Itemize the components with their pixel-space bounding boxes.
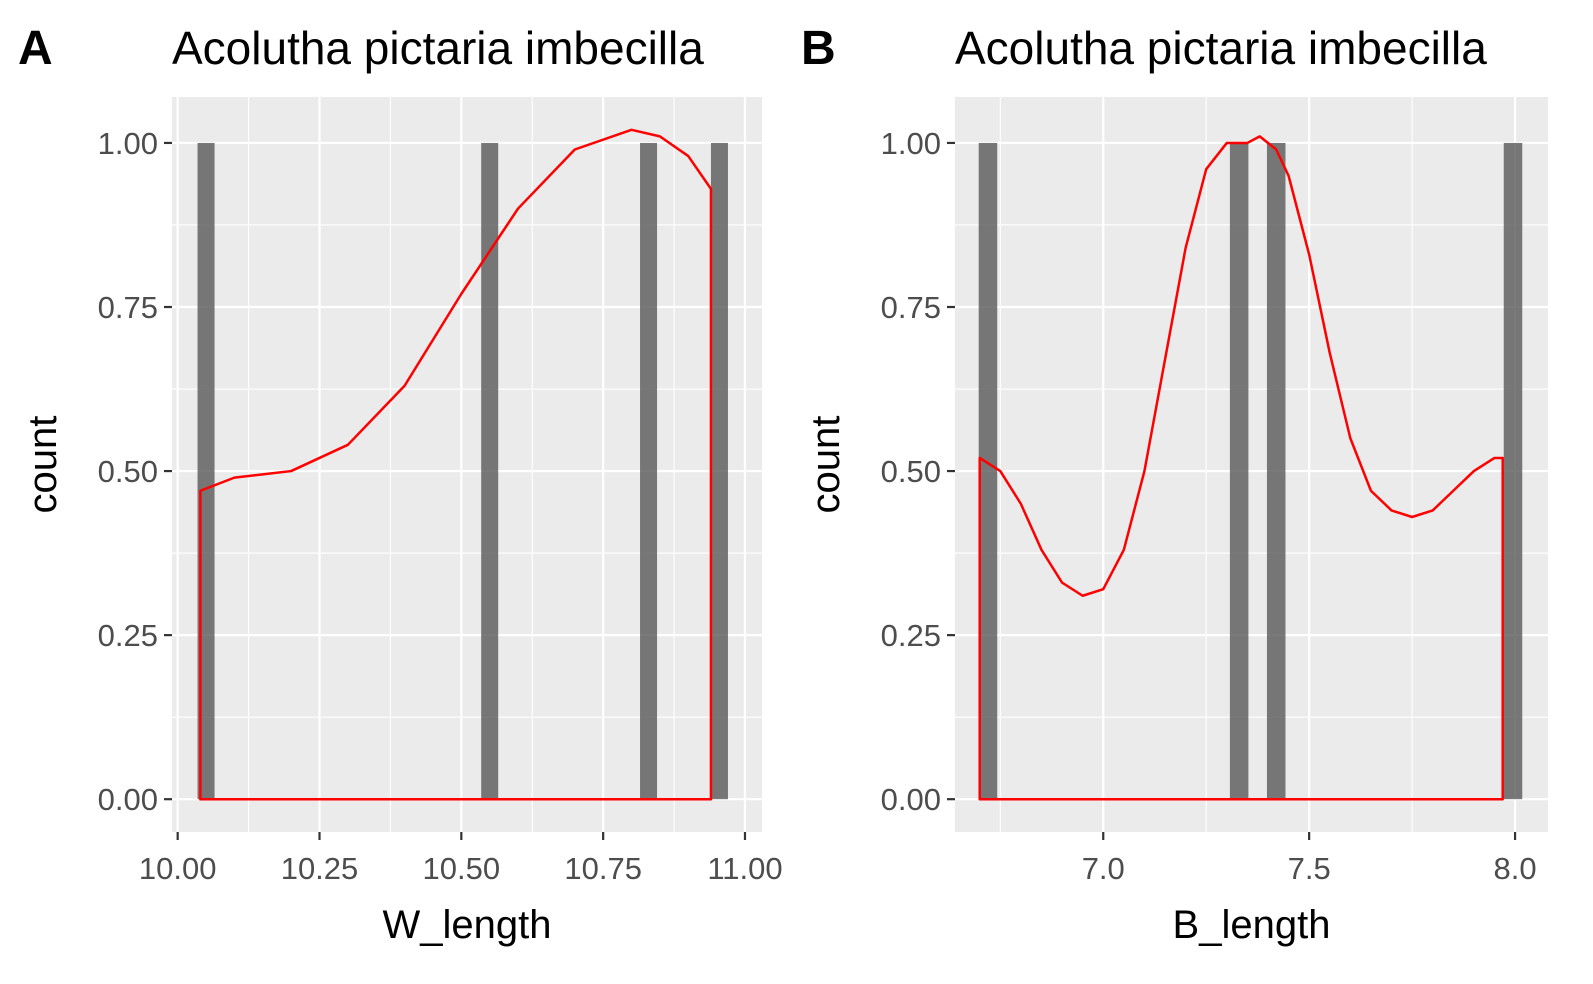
panel-b-letter: B — [801, 22, 836, 75]
panel-a-x-tick-label: 10.75 — [564, 851, 642, 886]
panel-a-y-tick-label: 0.00 — [98, 782, 158, 817]
panel-b-y-tick-label: 0.25 — [881, 618, 941, 653]
panel-a-density-curve — [199, 128, 713, 801]
panel-a-y-tick-label: 1.00 — [98, 126, 158, 161]
panel-b-x-tick-label: 7.0 — [1082, 851, 1125, 886]
panel-a-x-tick-label: 11.00 — [707, 851, 782, 886]
panel-b-y-tick-label: 1.00 — [881, 126, 941, 161]
panel-b: 0.00 0.25 0.50 0.75 1.00 7.0 7.5 8.0 B_length cou… — [801, 22, 1548, 947]
panel-b-density-curve — [978, 135, 1504, 801]
panel-b-bar-3 — [1266, 142, 1286, 800]
panel-b-bar-1 — [978, 142, 998, 800]
panel-a-x-tick-label: 10.00 — [139, 851, 217, 886]
panel-a-y-tick-label: 0.75 — [98, 290, 158, 325]
panel-a: 0.00 0.25 0.50 0.75 1.00 10.00 10.25 10.50 10.75… — [18, 22, 783, 947]
panel-b-background — [955, 97, 1548, 832]
panel-b-title: Acolutha pictaria imbecilla — [955, 22, 1487, 74]
panel-a-bar-3 — [640, 142, 658, 800]
panel-a-letter: A — [18, 22, 53, 75]
panel-a-bar-2 — [481, 142, 499, 800]
panel-a-x-tick-label: 10.25 — [281, 851, 359, 886]
panel-b-bar-2 — [1229, 142, 1249, 800]
panel-a-title: Acolutha pictaria imbecilla — [172, 22, 704, 74]
panel-a-y-axis-title: count — [21, 416, 65, 514]
panel-a-bar-4 — [710, 142, 728, 800]
panel-a-background — [172, 97, 762, 832]
panel-b-x-axis-title: B_length — [1173, 903, 1331, 947]
panel-b-y-tick-label: 0.75 — [881, 290, 941, 325]
panel-b-y-tick-label: 0.00 — [881, 782, 941, 817]
panel-a-x-tick-label: 10.50 — [423, 851, 501, 886]
panel-b-y-axis-title: count — [804, 416, 848, 514]
panel-a-x-axis-title: W_length — [383, 903, 552, 947]
panel-b-x-tick-label: 8.0 — [1494, 851, 1537, 886]
panel-b-bar-4 — [1503, 142, 1523, 800]
panel-a-bar-1 — [197, 142, 215, 800]
panel-a-y-tick-label: 0.50 — [98, 454, 158, 489]
panel-b-x-tick-label: 7.5 — [1288, 851, 1331, 886]
panel-b-y-tick-label: 0.50 — [881, 454, 941, 489]
panel-a-y-tick-label: 0.25 — [98, 618, 158, 653]
